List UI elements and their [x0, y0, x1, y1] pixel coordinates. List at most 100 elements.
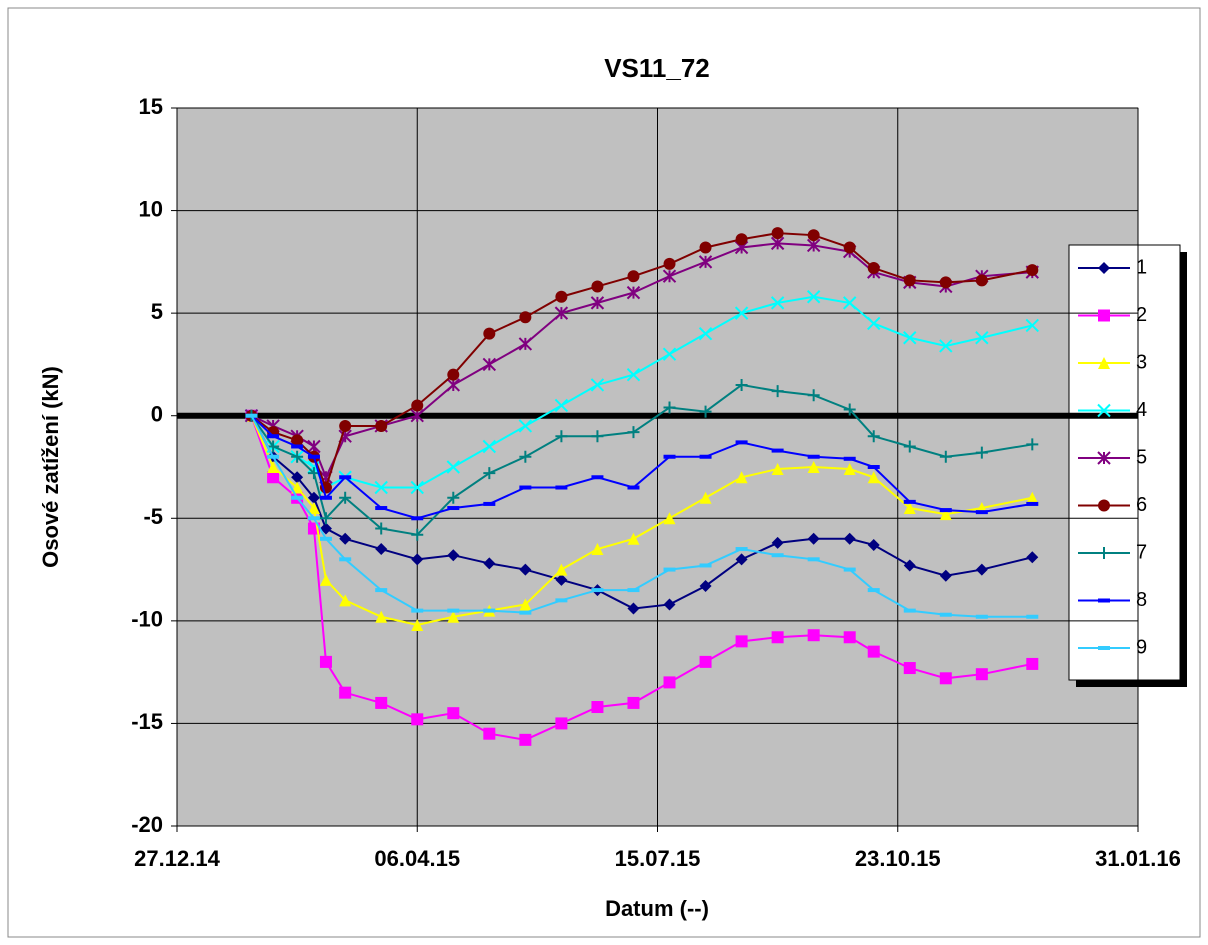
marker — [483, 327, 496, 340]
marker-shape — [843, 631, 856, 644]
marker — [975, 563, 988, 576]
marker — [770, 296, 785, 310]
marker — [699, 655, 712, 668]
marker — [843, 532, 856, 545]
marker — [447, 707, 460, 720]
marker-shape — [807, 557, 820, 562]
marker-shape — [267, 440, 280, 453]
marker — [483, 557, 496, 570]
marker-shape — [1026, 614, 1039, 619]
marker — [411, 399, 424, 412]
marker-shape — [771, 463, 784, 476]
marker — [339, 594, 352, 607]
marker — [939, 508, 952, 521]
marker — [771, 385, 784, 398]
marker-shape — [375, 419, 388, 432]
marker-shape — [663, 598, 676, 611]
marker-shape — [411, 713, 424, 726]
marker — [590, 296, 605, 310]
marker-shape — [307, 491, 320, 504]
marker — [663, 257, 676, 270]
marker — [806, 238, 821, 253]
marker-shape — [1097, 451, 1111, 465]
marker-shape — [447, 491, 460, 504]
marker — [1026, 438, 1039, 451]
marker — [375, 696, 388, 709]
marker — [319, 573, 332, 586]
marker — [807, 389, 820, 402]
x-tick-label: 23.10.15 — [855, 846, 941, 871]
marker — [627, 696, 640, 709]
marker-shape — [806, 238, 821, 253]
marker-shape — [1097, 403, 1111, 418]
marker-shape — [519, 733, 532, 746]
marker-shape — [1026, 657, 1039, 670]
marker-shape — [447, 549, 460, 562]
marker — [1098, 499, 1110, 512]
y-tick-label: -10 — [131, 607, 163, 632]
marker — [939, 569, 952, 582]
marker — [975, 614, 988, 619]
marker-shape — [975, 614, 988, 619]
marker-shape — [771, 385, 784, 398]
marker — [975, 331, 989, 345]
x-tick-label: 31.01.16 — [1095, 846, 1181, 871]
marker-shape — [375, 543, 388, 556]
marker — [375, 610, 388, 623]
marker-shape — [903, 274, 916, 287]
legend-label: 7 — [1136, 541, 1147, 563]
marker — [663, 676, 676, 689]
marker-shape — [735, 547, 748, 552]
marker — [339, 419, 352, 432]
marker-shape — [903, 440, 916, 453]
legend-label: 9 — [1136, 636, 1147, 658]
marker-shape — [291, 481, 304, 494]
marker-shape — [411, 399, 424, 412]
marker — [627, 426, 640, 439]
marker-shape — [939, 508, 952, 513]
marker — [903, 608, 916, 613]
x-tick-label: 06.04.15 — [374, 846, 460, 871]
marker-shape — [291, 434, 304, 447]
marker — [627, 602, 640, 615]
marker — [939, 672, 952, 685]
marker — [307, 502, 320, 515]
legend-label: 5 — [1136, 446, 1147, 468]
marker — [699, 454, 712, 459]
legend-label: 3 — [1136, 351, 1147, 373]
marker-shape — [519, 610, 532, 615]
marker-shape — [867, 316, 881, 331]
legend-label: 4 — [1136, 399, 1147, 421]
marker — [939, 450, 952, 463]
marker-shape — [555, 573, 568, 586]
marker-shape — [867, 538, 880, 551]
marker-shape — [307, 439, 321, 454]
marker — [319, 495, 332, 500]
marker — [770, 236, 785, 251]
marker — [771, 631, 784, 644]
marker-shape — [770, 296, 785, 310]
marker-shape — [339, 557, 352, 562]
marker-shape — [291, 471, 304, 484]
marker — [267, 454, 280, 459]
marker-shape — [375, 506, 388, 511]
marker-shape — [735, 635, 748, 648]
marker — [519, 610, 532, 615]
marker-shape — [519, 450, 532, 463]
marker — [903, 559, 916, 572]
marker — [699, 491, 712, 504]
marker-shape — [1026, 551, 1039, 564]
marker-shape — [903, 499, 916, 504]
marker — [1098, 547, 1110, 559]
marker — [806, 290, 821, 304]
marker — [482, 357, 497, 372]
marker-shape — [663, 454, 676, 459]
marker-shape — [699, 241, 712, 254]
marker-shape — [626, 367, 641, 382]
marker-shape — [626, 285, 641, 300]
marker — [555, 717, 568, 730]
marker-shape — [867, 471, 880, 484]
marker-shape — [771, 553, 784, 558]
marker-shape — [411, 516, 424, 521]
marker-shape — [735, 378, 748, 391]
